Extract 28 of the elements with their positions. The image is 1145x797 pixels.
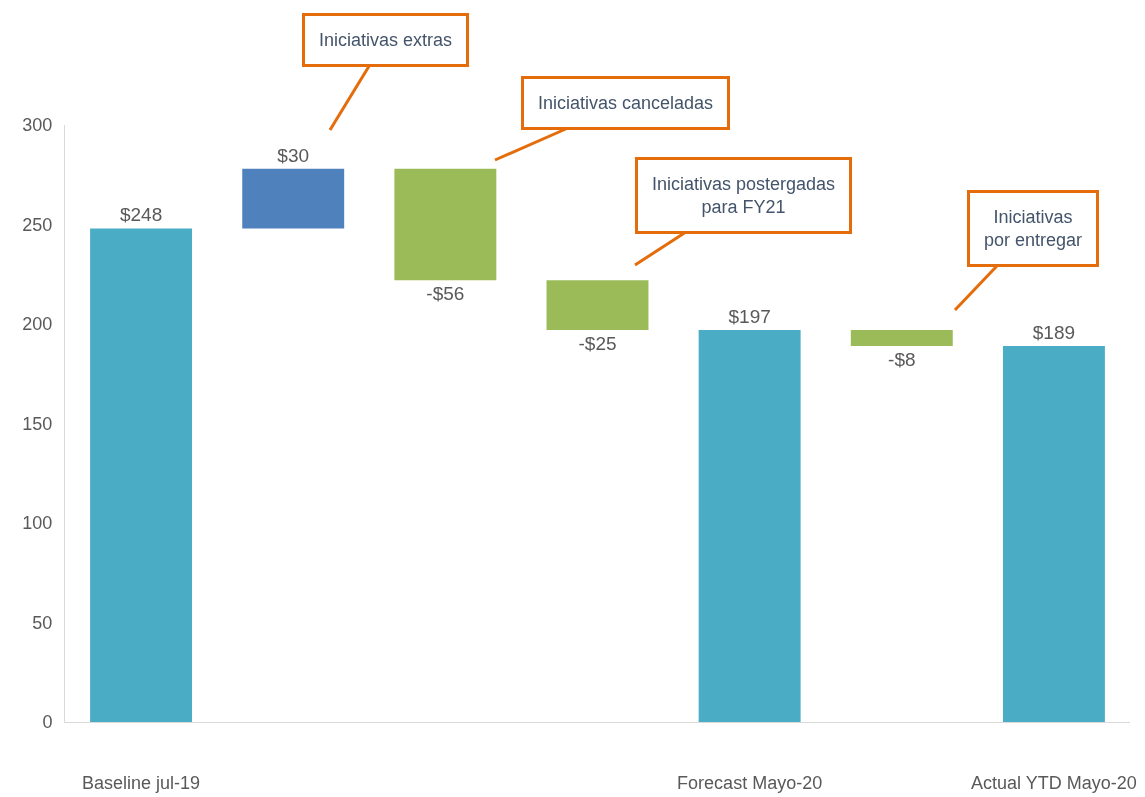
bar xyxy=(698,329,801,722)
y-tick-label: 250 xyxy=(22,214,53,235)
annotation: Iniciativas postergadas para FY21 xyxy=(652,174,836,218)
y-tick-label: 150 xyxy=(22,413,53,434)
bar xyxy=(242,168,345,229)
x-tick-label: Baseline jul-19 xyxy=(82,772,201,793)
y-tick-label: 300 xyxy=(22,115,53,136)
data-label: -$25 xyxy=(578,332,617,354)
data-label: -$8 xyxy=(888,348,916,370)
x-tick-label: Forecast Mayo-20 xyxy=(677,772,823,793)
data-label: $30 xyxy=(277,144,310,166)
bar xyxy=(546,280,649,330)
y-tick-label: 0 xyxy=(42,712,53,733)
data-label: $248 xyxy=(119,204,163,226)
data-label: -$56 xyxy=(426,283,465,305)
text: Iniciativas canceladas xyxy=(538,93,714,113)
y-tick-label: 200 xyxy=(22,314,53,335)
data-label: $189 xyxy=(1032,321,1076,343)
annotation: Iniciativas por entregar xyxy=(984,207,1083,251)
bar xyxy=(1002,345,1105,722)
bar xyxy=(850,329,953,346)
bar xyxy=(90,228,193,722)
text: Iniciativas extras xyxy=(319,30,453,50)
x-tick-label: Actual YTD Mayo-20 xyxy=(971,772,1137,793)
data-label: $197 xyxy=(728,305,771,327)
bar xyxy=(394,168,497,281)
y-tick-label: 50 xyxy=(32,612,53,633)
y-tick-label: 100 xyxy=(22,513,53,534)
